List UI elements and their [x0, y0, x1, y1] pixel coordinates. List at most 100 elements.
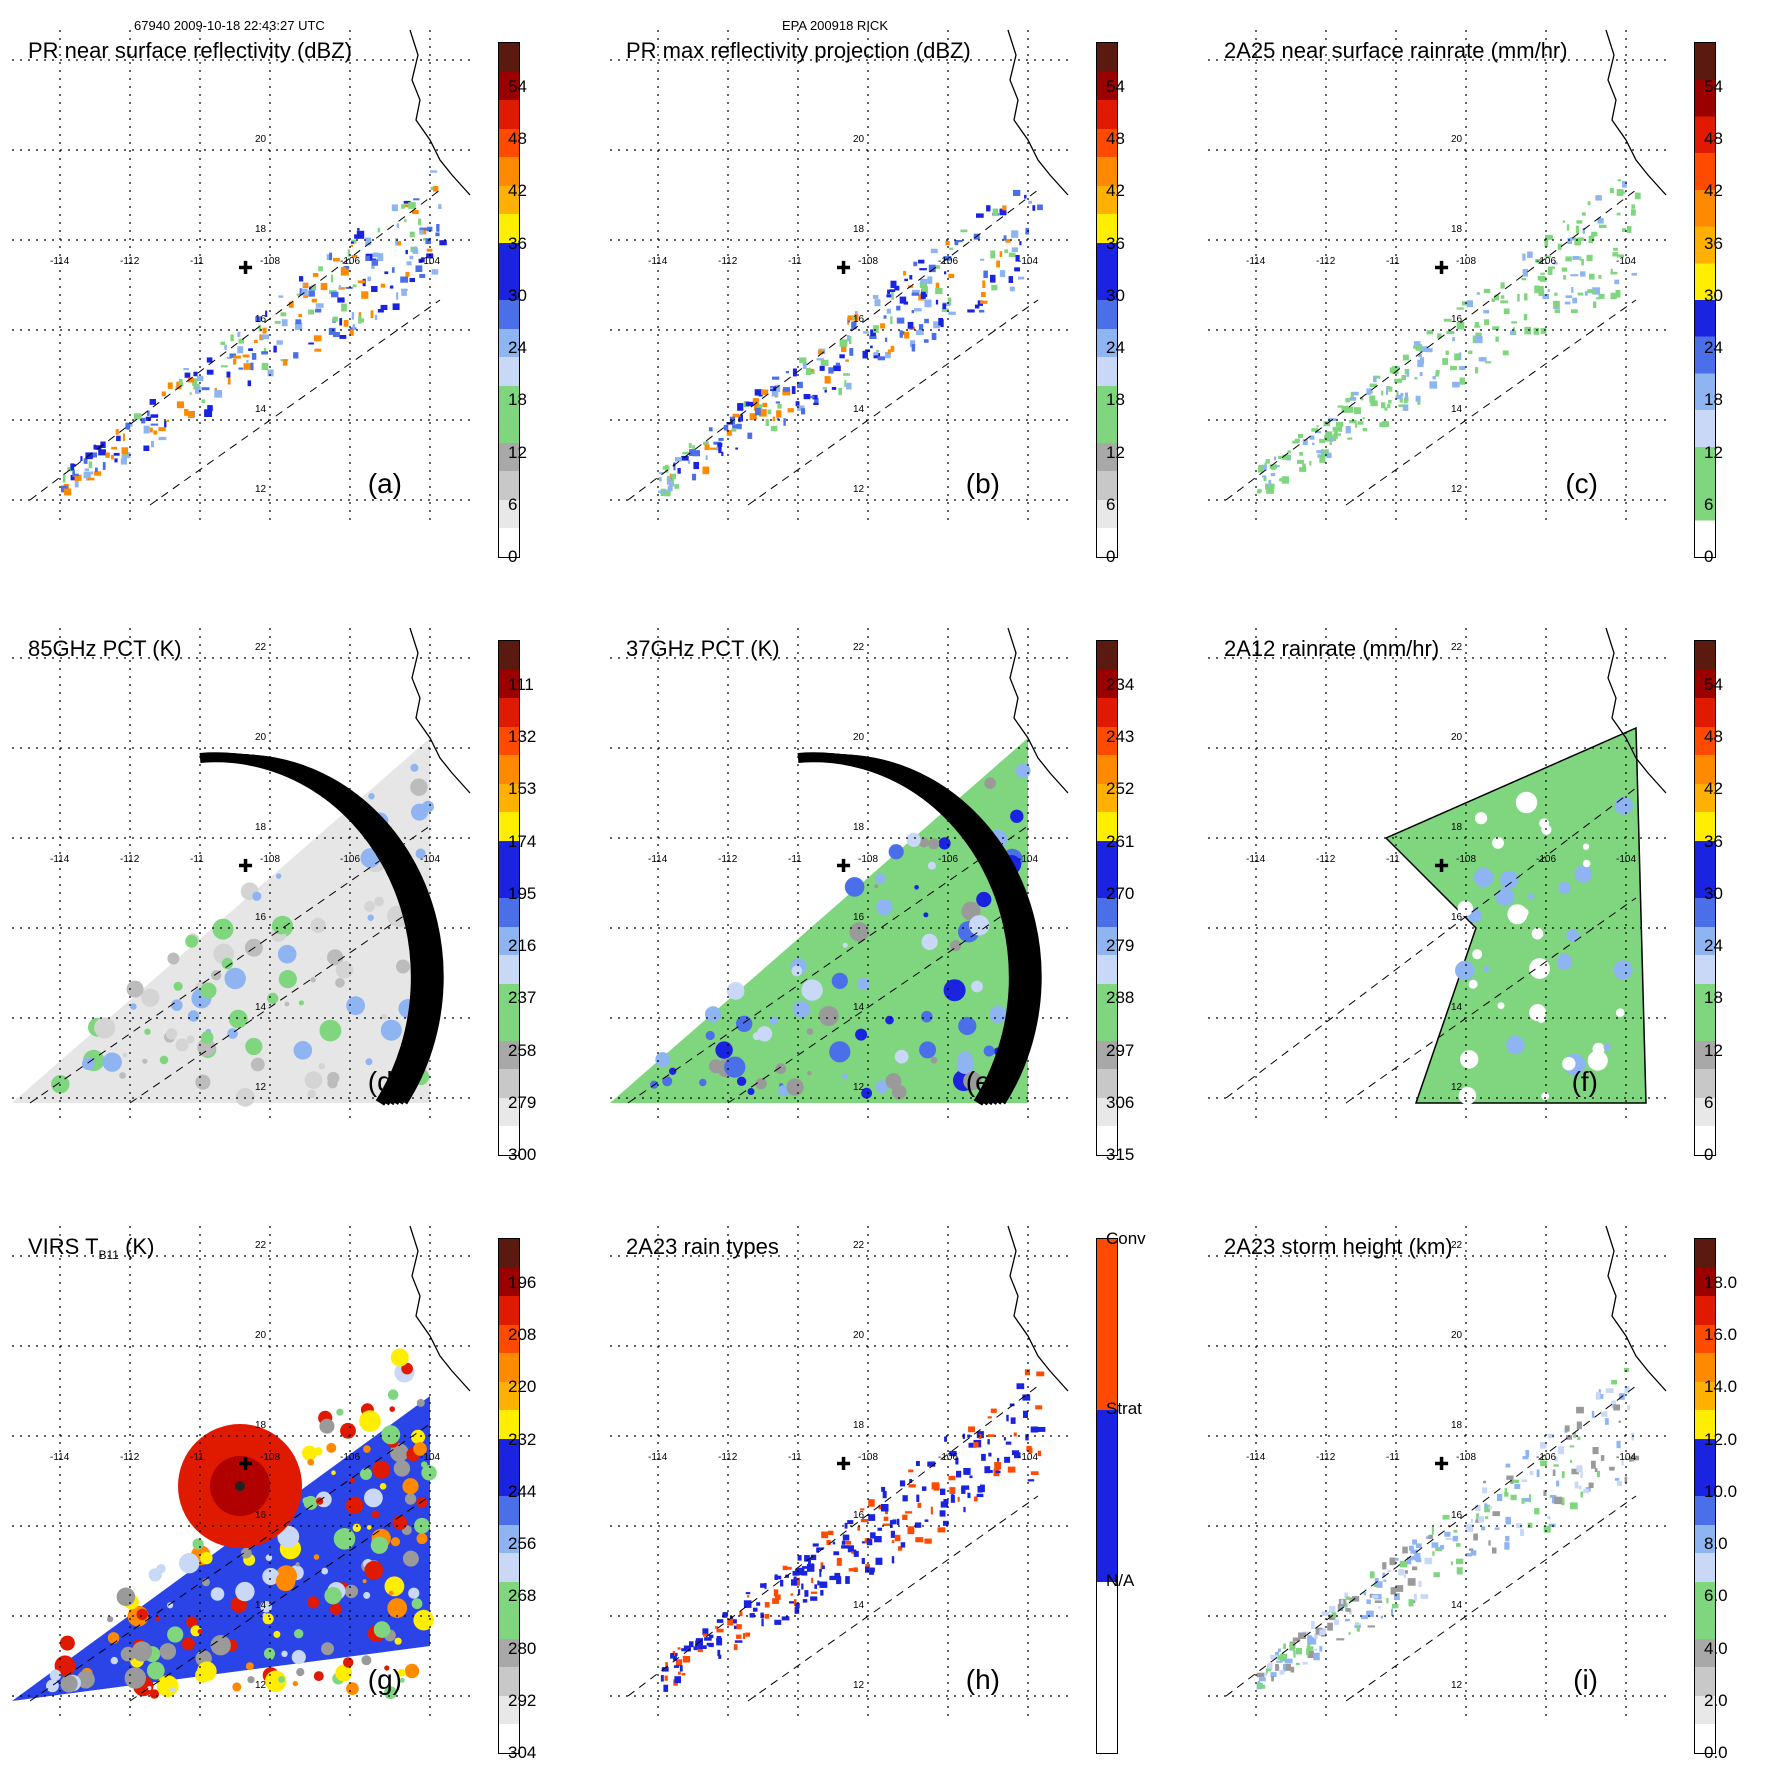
swath-pixel: [1616, 189, 1624, 196]
swath-pixel: [1504, 1542, 1510, 1550]
swath-pixel: [715, 1041, 733, 1059]
swath-pixel: [945, 240, 950, 246]
swath-pixel: [308, 309, 314, 315]
lat-label: 14: [853, 1600, 865, 1611]
swath-pixel: [1588, 235, 1593, 244]
swath-pixel: [1631, 272, 1637, 276]
swath-pixel: [1024, 1369, 1030, 1376]
swath-pixel: [1275, 1663, 1279, 1671]
swath-pixel: [963, 1468, 971, 1475]
swath-pixel: [855, 311, 858, 316]
swath-pixel: [365, 237, 372, 246]
swath-pixel: [265, 310, 268, 317]
swath-edge: [1345, 299, 1637, 506]
swath-pixel: [423, 238, 427, 241]
swath-pixel: [1455, 1558, 1464, 1565]
swath-pixel: [1396, 391, 1399, 396]
swath-pixel: [797, 405, 805, 411]
swath-pixel: [408, 1587, 420, 1599]
swath-pixel: [1312, 442, 1315, 446]
swath-pixel: [1402, 1546, 1408, 1554]
swath-pixel: [1569, 1502, 1578, 1510]
swath-pixel: [790, 1593, 794, 1596]
swath-pixel: [743, 1600, 752, 1608]
swath-pixel: [315, 337, 320, 342]
swath-edge: [1225, 787, 1637, 1099]
lon-label: -104: [1018, 1452, 1038, 1463]
swath-pixel: [842, 942, 848, 948]
rain-cell: [1614, 796, 1633, 815]
swath-pixel: [1576, 1465, 1583, 1473]
lon-label: -108: [260, 256, 280, 267]
swath-pixel: [310, 917, 326, 933]
swath-pixel: [167, 382, 173, 389]
swath-pixel: [1437, 333, 1442, 339]
swath-pixel: [793, 1599, 797, 1607]
swath-pixel: [438, 204, 442, 209]
swath-pixel: [854, 314, 859, 321]
swath-pixel: [156, 1675, 179, 1697]
lon-label: -11: [788, 256, 802, 267]
swath-pixel: [1576, 237, 1585, 241]
swath-pixel: [919, 282, 928, 288]
swath-pixel: [876, 349, 879, 353]
swath-pixel: [1505, 1463, 1511, 1468]
swath-pixel: [1307, 1636, 1311, 1645]
swath-pixel: [311, 284, 317, 291]
swath-pixel: [1522, 1456, 1529, 1460]
lat-label: 18: [1451, 1420, 1463, 1431]
swath-pixel: [1456, 322, 1465, 330]
swath-pixel: [1624, 1385, 1630, 1394]
lat-label: 20: [1451, 134, 1463, 145]
swath-pixel: [906, 832, 921, 847]
swath-pixel: [1334, 429, 1338, 434]
swath-pixel: [827, 1530, 834, 1535]
swath-pixel: [819, 1569, 822, 1577]
swath-pixel: [739, 1611, 743, 1617]
swath-pixel: [1314, 1633, 1318, 1639]
swath-pixel: [1345, 1618, 1350, 1622]
panel-label: (c): [1565, 468, 1598, 499]
swath-pixel: [381, 1014, 387, 1020]
swath-pixel: [1262, 1684, 1266, 1689]
colorbar-tick-label: 24: [508, 338, 527, 358]
lat-label: 20: [853, 732, 865, 743]
swath-pixel: [278, 1676, 285, 1683]
swath-pixel: [1476, 292, 1480, 295]
swath-pixel: [1022, 1394, 1031, 1401]
swath-pixel: [772, 376, 780, 380]
swath-pixel: [1484, 319, 1489, 326]
swath-pixel: [1003, 235, 1007, 241]
swath-pixel: [1035, 1405, 1043, 1410]
swath-pixel: [761, 1618, 764, 1627]
swath-pixel: [1319, 1629, 1327, 1636]
swath-pixel: [261, 334, 269, 340]
swath-pixel: [1383, 1579, 1387, 1582]
swath-pixel: [313, 1554, 320, 1560]
swath-pixel: [1520, 1528, 1525, 1536]
swath-pixel: [1577, 1436, 1581, 1441]
swath-pixel: [226, 371, 231, 378]
swath-pixel: [868, 1514, 876, 1521]
swath-pixel: [667, 485, 673, 492]
swath-pixel: [670, 1653, 674, 1659]
swath-pixel: [992, 208, 999, 215]
swath-pixel: [1317, 454, 1322, 458]
swath-pixel: [955, 1457, 959, 1465]
swath-pixel: [326, 1442, 337, 1453]
colorbar: [498, 42, 520, 558]
swath-pixel: [833, 365, 841, 372]
swath-pixel: [1006, 1414, 1009, 1422]
swath-pixel: [1506, 1475, 1514, 1480]
colorbar-tick-label: 232: [508, 1429, 537, 1449]
swath-pixel: [1570, 309, 1578, 314]
swath-pixel: [195, 386, 201, 394]
swath-pixel: [1344, 1592, 1348, 1599]
swath-pixel: [399, 1677, 405, 1683]
swath-pixel: [1356, 1624, 1360, 1632]
swath-pixel: [1475, 332, 1482, 338]
lat-label: 18: [853, 224, 865, 235]
swath-pixel: [853, 1567, 858, 1572]
swath-pixel: [1348, 1631, 1351, 1635]
